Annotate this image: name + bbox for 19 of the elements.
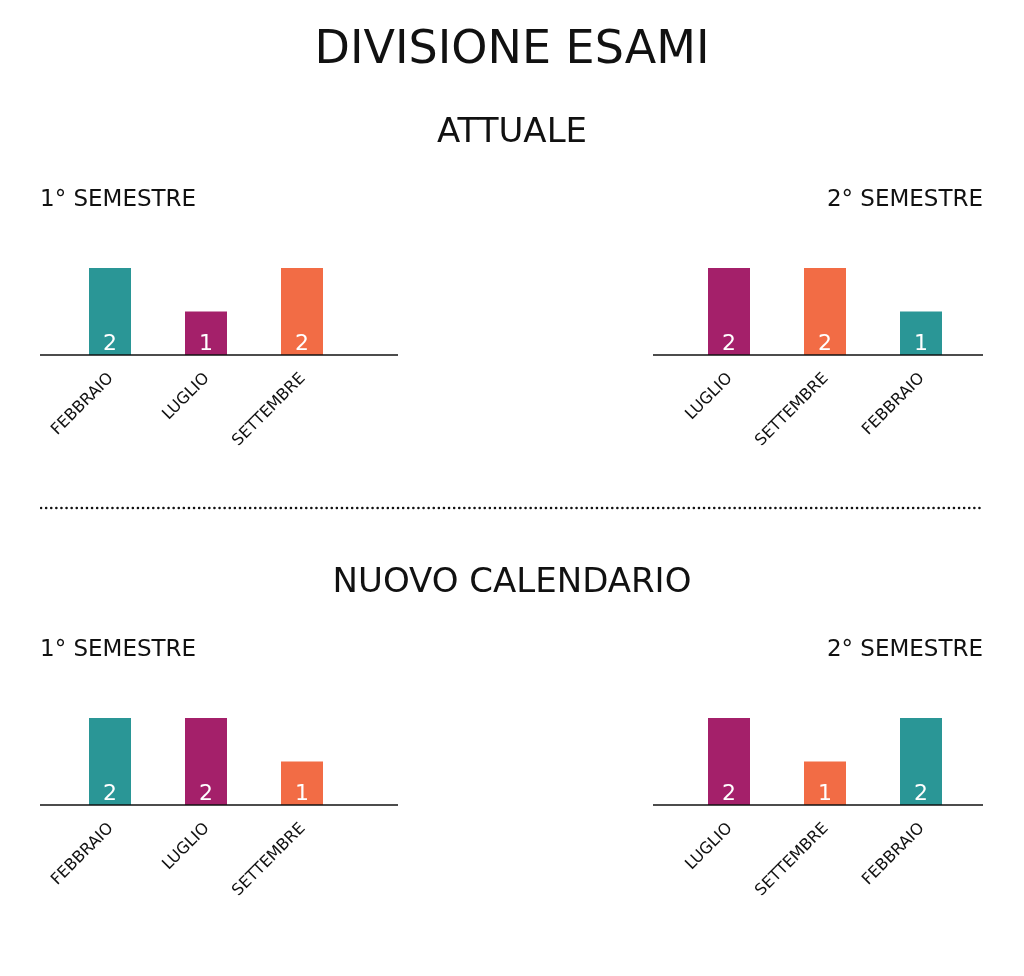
data-label: 1: [295, 780, 309, 805]
data-label: 2: [199, 780, 213, 805]
chart-title: 2° SEMESTRE: [825, 185, 983, 213]
data-label: 2: [295, 330, 309, 355]
data-label: 1: [818, 780, 832, 805]
text: ATTUALE: [435, 110, 589, 151]
data-label: 2: [103, 780, 117, 805]
data-label: 2: [722, 330, 736, 355]
data-label: 2: [818, 330, 832, 355]
chart-title: 1° SEMESTRE: [40, 185, 198, 213]
data-label: 2: [914, 780, 928, 805]
data-label: 2: [103, 330, 117, 355]
data-label: 2: [722, 780, 736, 805]
text: NUOVO CALENDARIO: [331, 560, 693, 601]
chart-title: 2° SEMESTRE: [825, 635, 983, 663]
chart-title: 1° SEMESTRE: [40, 635, 198, 663]
data-label: 1: [914, 330, 928, 355]
data-label: 1: [199, 330, 213, 355]
text: DIVISIONE ESAMI: [313, 20, 711, 76]
